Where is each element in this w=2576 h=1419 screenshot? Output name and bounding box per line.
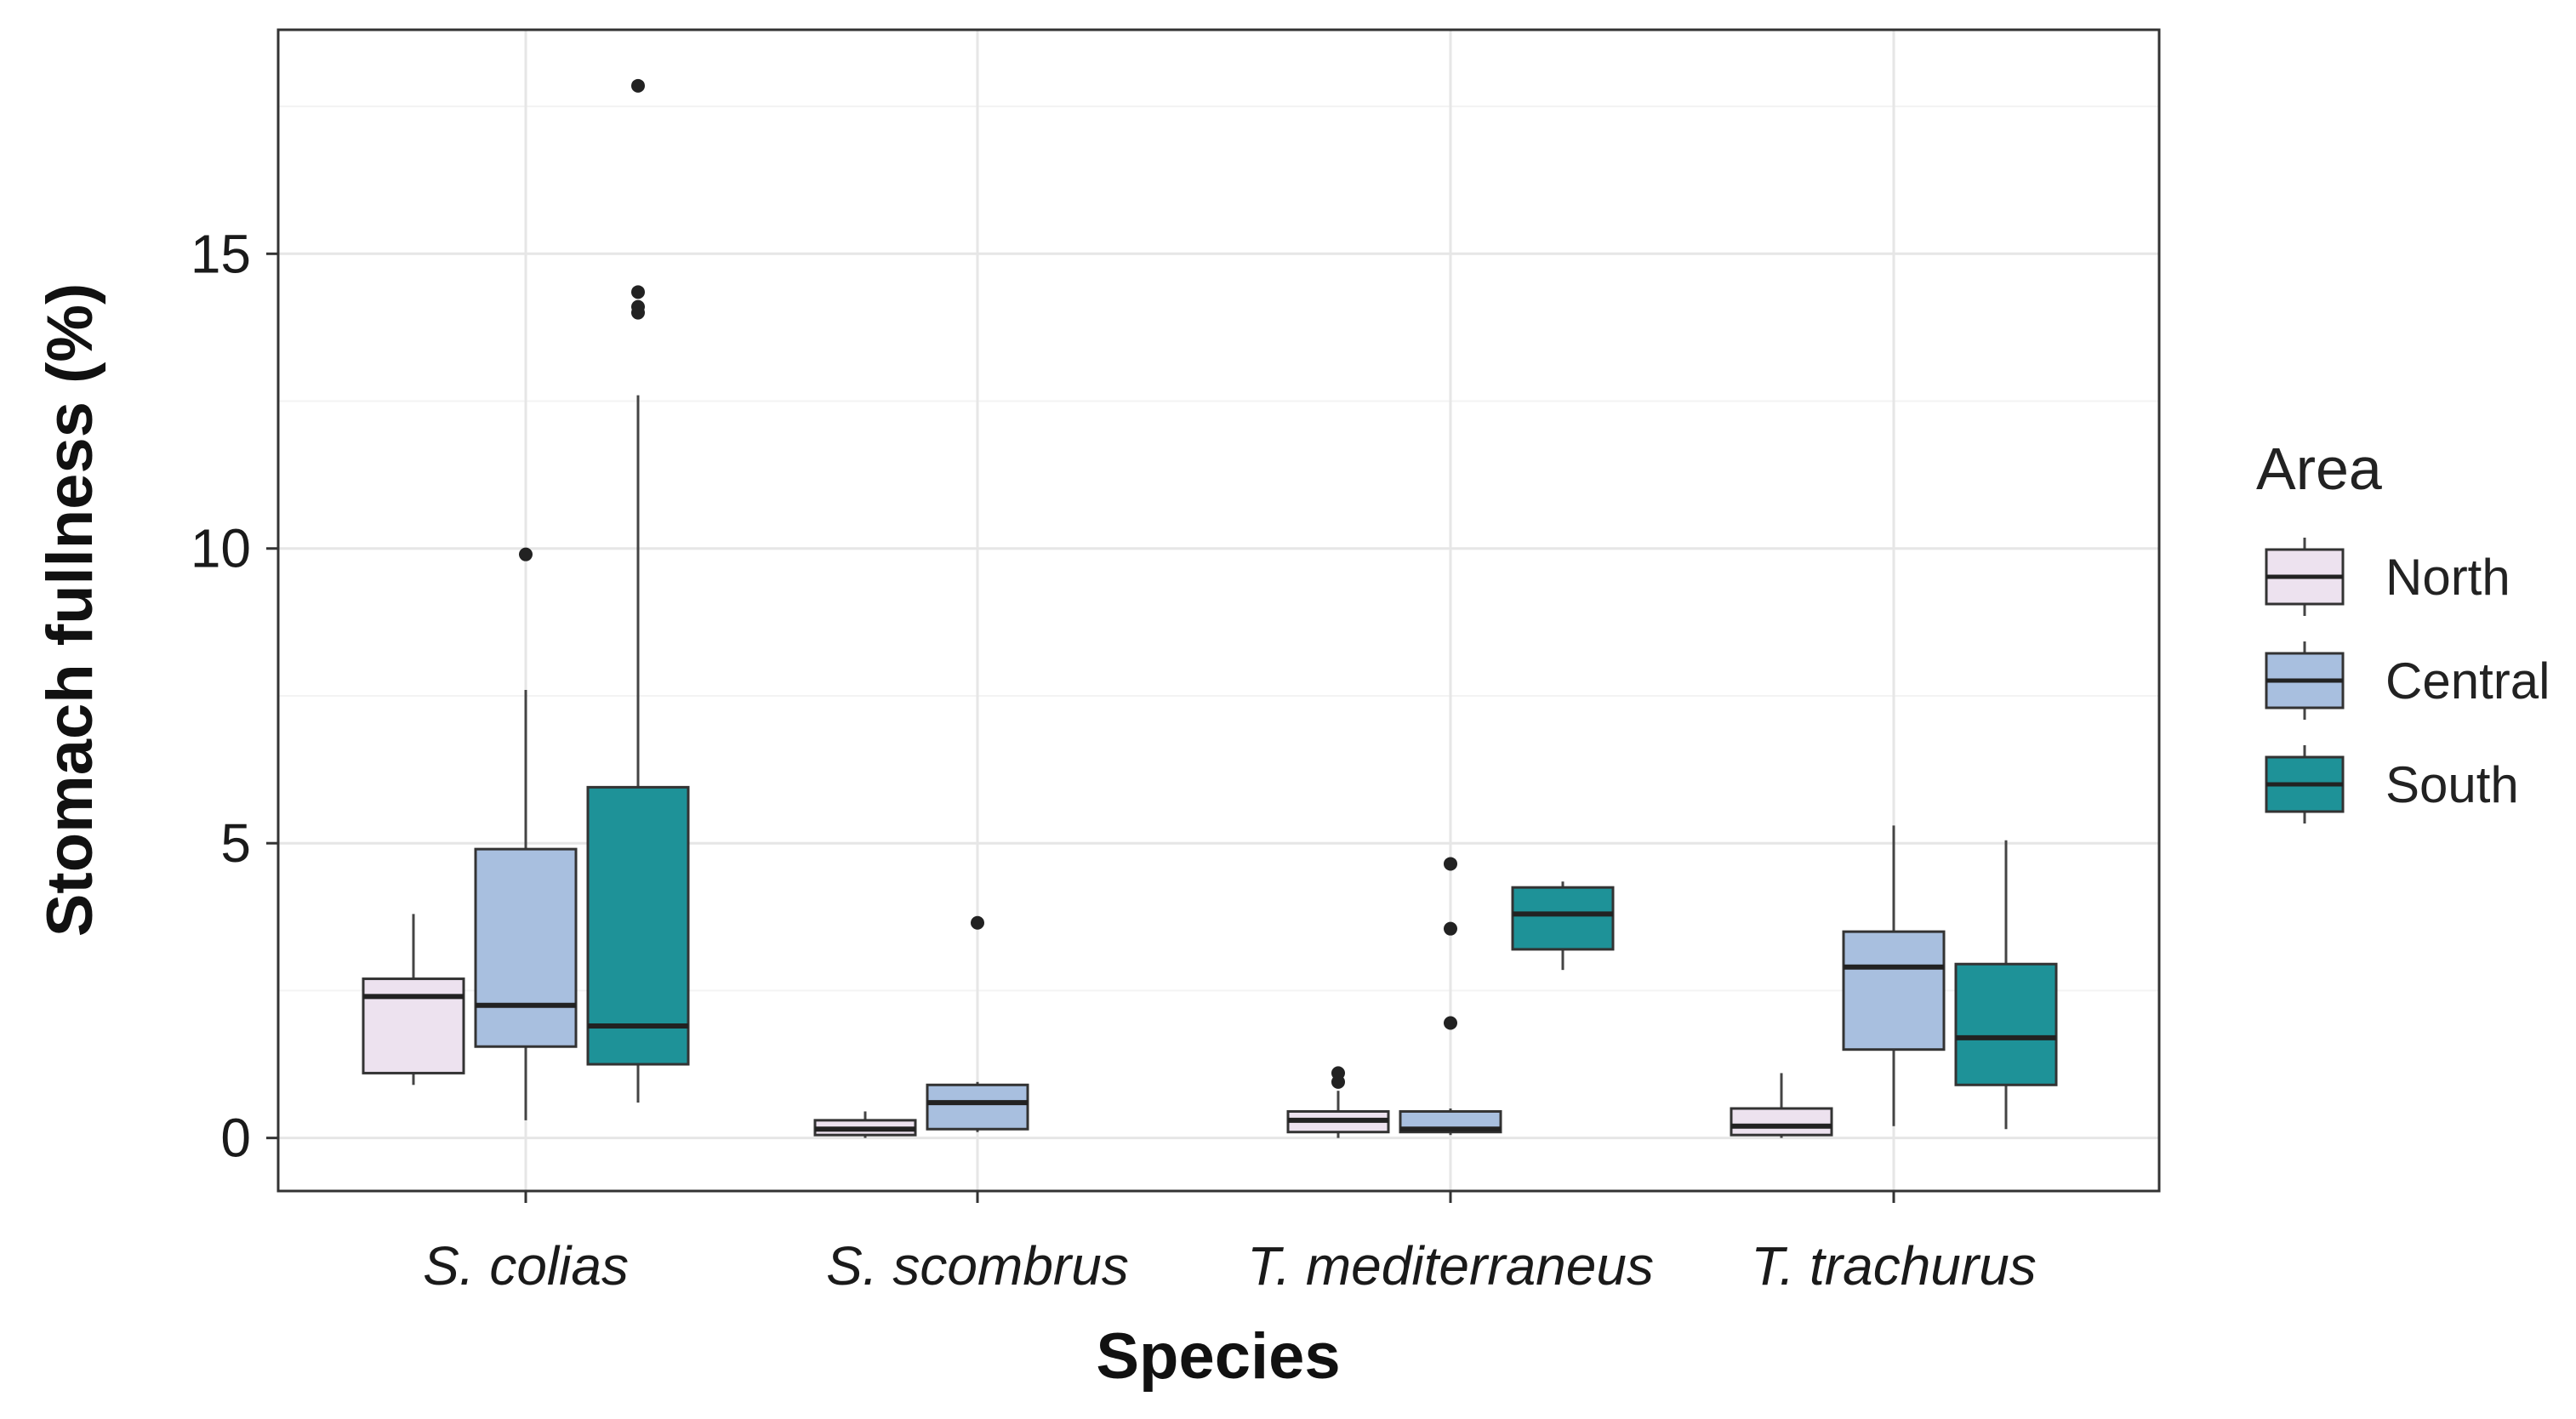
legend-label: South: [2385, 756, 2519, 813]
legend-label: North: [2385, 549, 2510, 606]
box-north: [1286, 1066, 1390, 1138]
box-iqr: [1842, 930, 1946, 1051]
outlier-point: [631, 78, 645, 93]
box-north: [813, 1111, 917, 1138]
outlier-point: [1331, 1066, 1345, 1080]
x-tick-label: S. scombrus: [826, 1235, 1129, 1296]
outlier-point: [1444, 857, 1457, 871]
box-north: [1730, 1073, 1833, 1138]
box-south: [1511, 881, 1615, 971]
plot-border: [276, 28, 2161, 1193]
y-tick-label: 15: [191, 223, 251, 284]
legend-title: Area: [2256, 436, 2382, 502]
box-iqr: [474, 847, 578, 1048]
outlier-point: [971, 915, 984, 930]
grid-lines: [278, 30, 2159, 1191]
legend: Area North Central South: [2256, 436, 2550, 823]
box-south: [1954, 840, 2058, 1130]
legend-item-north: North: [2265, 538, 2510, 616]
box-north: [362, 914, 465, 1086]
outlier-point: [519, 547, 533, 561]
x-axis-ticks: S. colias S. scombrus T. mediterraneus T. t…: [423, 1191, 2037, 1296]
y-tick-label: 0: [220, 1108, 251, 1169]
legend-item-central: Central: [2265, 641, 2550, 720]
box-iqr: [362, 977, 465, 1074]
x-tick-label: T. trachurus: [1751, 1235, 2037, 1296]
x-axis-title: Species: [1096, 1320, 1340, 1393]
y-tick-label: 5: [220, 812, 251, 874]
box-layer: [362, 78, 2058, 1138]
y-axis-title: Stomach fullness (%): [34, 283, 106, 937]
box-central: [926, 915, 1029, 1132]
legend-item-south: South: [2265, 745, 2519, 823]
x-tick-label: T. mediterraneus: [1247, 1235, 1654, 1296]
box-iqr: [586, 785, 690, 1066]
outlier-point: [1444, 921, 1457, 936]
box-central: [1842, 825, 1946, 1126]
box-iqr: [1730, 1107, 1833, 1137]
box-iqr: [926, 1083, 1029, 1131]
box-south: [586, 78, 690, 1103]
y-tick-label: 10: [191, 518, 251, 579]
box-central: [1399, 857, 1502, 1136]
box-central: [474, 547, 578, 1120]
legend-label: Central: [2385, 653, 2550, 710]
y-axis-ticks: 0 5 10 15: [191, 223, 278, 1169]
outlier-point: [631, 299, 645, 314]
outlier-point: [1444, 1016, 1457, 1030]
box-iqr: [1954, 962, 2058, 1086]
outlier-point: [631, 285, 645, 299]
x-tick-label: S. colias: [423, 1235, 629, 1296]
box-iqr: [1511, 886, 1615, 951]
